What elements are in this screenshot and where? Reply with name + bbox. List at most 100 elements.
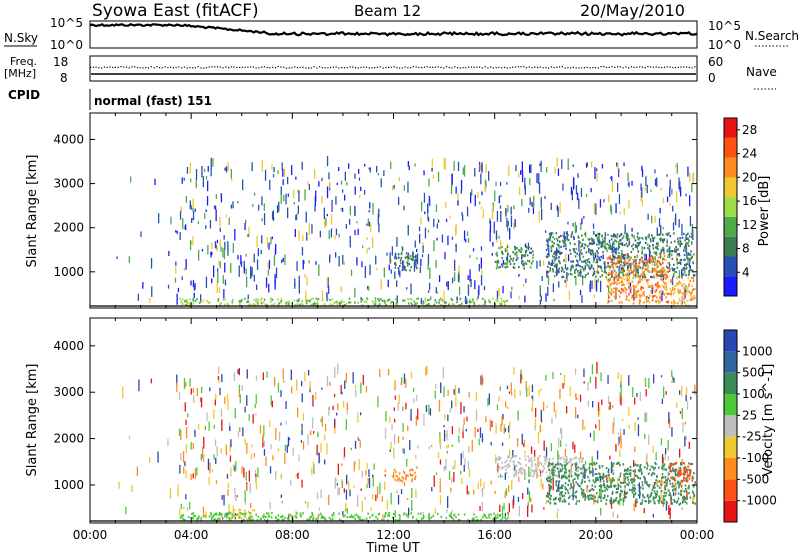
echo-cell bbox=[366, 224, 367, 226]
echo-cell bbox=[639, 294, 641, 296]
echo-cell bbox=[485, 164, 486, 173]
nave-dot bbox=[573, 67, 574, 68]
echo-cell bbox=[397, 476, 399, 478]
echo-cell bbox=[610, 273, 612, 275]
echo-cell bbox=[647, 465, 649, 467]
echo-cell bbox=[566, 232, 568, 234]
echo-cell bbox=[420, 259, 421, 267]
echo-cell bbox=[668, 248, 670, 250]
echo-cell bbox=[593, 253, 595, 255]
echo-cell bbox=[192, 517, 194, 519]
echo-cell bbox=[575, 481, 577, 483]
echo-cell bbox=[628, 275, 630, 277]
echo-cell bbox=[446, 509, 447, 513]
echo-cell bbox=[689, 442, 690, 449]
echo-cell bbox=[694, 297, 696, 299]
echo-cell bbox=[669, 187, 670, 197]
echo-cell bbox=[151, 379, 152, 384]
echo-cell bbox=[682, 496, 684, 498]
echo-cell bbox=[284, 517, 286, 519]
echo-cell bbox=[499, 236, 500, 239]
echo-cell bbox=[345, 172, 346, 181]
echo-cell bbox=[613, 256, 615, 258]
echo-cell bbox=[410, 409, 411, 421]
echo-cell bbox=[688, 264, 690, 266]
echo-cell bbox=[234, 372, 235, 381]
nave-dot bbox=[562, 66, 563, 67]
nave-dot bbox=[532, 67, 533, 68]
echo-cell bbox=[198, 221, 199, 224]
echo-cell bbox=[673, 275, 675, 277]
echo-cell bbox=[343, 457, 344, 460]
echo-cell bbox=[628, 182, 629, 188]
echo-cell bbox=[659, 218, 660, 227]
echo-cell bbox=[557, 488, 559, 490]
echo-cell bbox=[567, 234, 569, 236]
echo-cell bbox=[320, 513, 322, 515]
echo-cell bbox=[411, 266, 413, 268]
echo-cell bbox=[359, 195, 360, 198]
echo-cell bbox=[277, 170, 278, 174]
echo-cell bbox=[519, 458, 521, 460]
echo-cell bbox=[366, 301, 368, 303]
echo-cell bbox=[682, 459, 683, 463]
echo-cell bbox=[678, 177, 679, 189]
echo-cell bbox=[417, 254, 418, 265]
nsky-trace-line bbox=[90, 24, 697, 35]
echo-cell bbox=[520, 247, 522, 249]
echo-cell bbox=[208, 166, 209, 172]
echo-cell bbox=[677, 248, 679, 250]
echo-cell bbox=[270, 466, 271, 473]
echo-cell bbox=[647, 244, 649, 246]
echo-cell bbox=[347, 508, 348, 514]
echo-cell bbox=[666, 174, 667, 177]
echo-cell bbox=[506, 263, 508, 265]
nave-dot bbox=[451, 67, 452, 68]
x-tick-label: 16:00 bbox=[477, 528, 512, 542]
echo-cell bbox=[576, 260, 578, 262]
echo-cell bbox=[466, 298, 468, 300]
echo-cell bbox=[664, 255, 666, 257]
echo-cell bbox=[691, 277, 693, 279]
echo-cell bbox=[612, 477, 614, 479]
echo-cell bbox=[214, 454, 215, 459]
echo-cell bbox=[680, 502, 682, 504]
echo-cell bbox=[561, 487, 563, 489]
nave-dot bbox=[358, 67, 359, 68]
echo-cell bbox=[586, 251, 588, 253]
echo-cell bbox=[481, 191, 482, 195]
echo-cell bbox=[218, 367, 219, 374]
echo-cell bbox=[588, 467, 590, 469]
echo-cell bbox=[246, 472, 247, 480]
echo-cell bbox=[637, 290, 639, 292]
freq-panel: Freq. [MHz] 18 8 60 0 Nave bbox=[4, 55, 777, 89]
echo-cell bbox=[497, 471, 499, 473]
echo-cell bbox=[538, 173, 539, 184]
echo-cell bbox=[683, 283, 685, 285]
echo-cell bbox=[440, 495, 441, 504]
nave-dot bbox=[672, 67, 673, 68]
echo-cell bbox=[565, 465, 567, 467]
echo-cell bbox=[464, 418, 465, 425]
echo-cell bbox=[670, 494, 672, 496]
echo-cell bbox=[575, 503, 577, 505]
echo-cell bbox=[585, 471, 587, 473]
echo-cell bbox=[637, 236, 639, 238]
echo-cell bbox=[178, 288, 179, 292]
echo-cell bbox=[187, 413, 188, 417]
echo-cell bbox=[402, 269, 404, 271]
echo-cell bbox=[514, 246, 516, 248]
echo-cell bbox=[631, 245, 633, 247]
echo-cell bbox=[510, 460, 512, 462]
echo-cell bbox=[488, 171, 489, 181]
echo-cell bbox=[458, 435, 459, 442]
echo-cell bbox=[682, 473, 684, 475]
echo-cell bbox=[327, 376, 328, 387]
echo-cell bbox=[573, 223, 574, 226]
nave-dot bbox=[383, 68, 384, 69]
echo-cell bbox=[469, 299, 471, 301]
echo-cell bbox=[609, 246, 611, 248]
echo-cell bbox=[230, 439, 231, 447]
echo-cell bbox=[390, 449, 391, 452]
echo-cell bbox=[175, 267, 176, 274]
